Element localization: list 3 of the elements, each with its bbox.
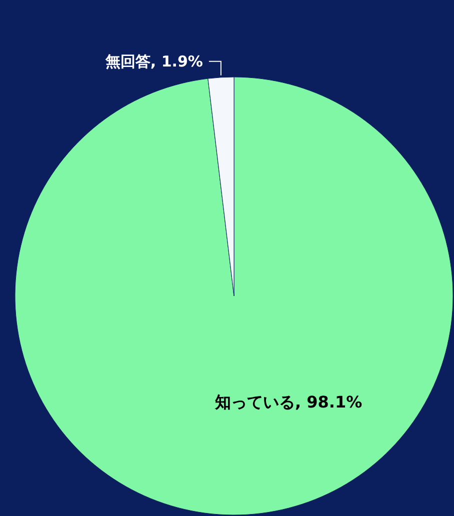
slice-label: 知っている, 98.1%: [214, 392, 362, 412]
pie-slice: [14, 76, 454, 515]
slice-label: 無回答, 1.9%: [104, 52, 203, 70]
